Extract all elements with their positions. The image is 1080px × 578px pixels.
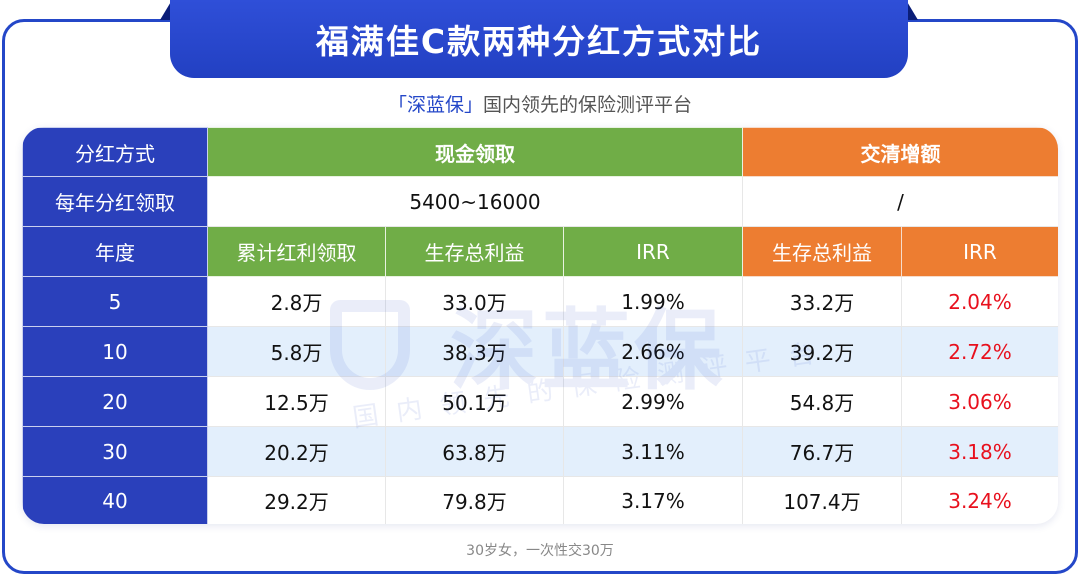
paidup-irr-cell: 3.24% (901, 476, 1058, 524)
paidup-total-cell: 76.7万 (742, 426, 902, 477)
title-tab-ear-right (906, 0, 918, 20)
cash-total-cell: 50.1万 (385, 376, 564, 427)
year-cell: 20 (22, 376, 208, 427)
paidup-irr-cell: 2.72% (901, 326, 1058, 377)
cash-irr-cell: 3.11% (563, 426, 743, 477)
paidup-total-cell: 39.2万 (742, 326, 902, 377)
paidup-total-cell: 33.2万 (742, 276, 902, 327)
footnote: 30岁女，一次性交30万 (466, 543, 614, 559)
paidup-irr-cell: 3.06% (901, 376, 1058, 427)
cash-total-cell: 38.3万 (385, 326, 564, 377)
paidup-irr-cell: 2.04% (901, 276, 1058, 327)
col-header-cum-dividend: 累计红利领取 (207, 226, 386, 277)
comparison-table-container: 分红方式 现金领取 交清增额 每年分红领取 5400~16000 / 年度 累计… (22, 127, 1058, 524)
col-header-cash-irr: IRR (563, 226, 743, 277)
annual-paidup-value: / (742, 176, 1058, 227)
cum-dividend-cell: 5.8万 (207, 326, 386, 377)
table-row: 5 2.8万 33.0万 1.99% 33.2万 2.04% (22, 276, 1058, 327)
row-label-method: 分红方式 (22, 127, 208, 177)
paidup-total-cell: 54.8万 (742, 376, 902, 427)
cash-irr-cell: 3.17% (563, 476, 743, 524)
year-cell: 30 (22, 426, 208, 477)
row-dividend-method: 分红方式 现金领取 交清增额 (22, 127, 1058, 177)
row-label-year: 年度 (22, 226, 208, 277)
table-row: 40 29.2万 79.8万 3.17% 107.4万 3.24% (22, 476, 1058, 524)
cash-total-cell: 33.0万 (385, 276, 564, 327)
cash-total-cell: 79.8万 (385, 476, 564, 524)
comparison-table: 分红方式 现金领取 交清增额 每年分红领取 5400~16000 / 年度 累计… (22, 127, 1058, 524)
paidup-total-cell: 107.4万 (742, 476, 902, 524)
cum-dividend-cell: 20.2万 (207, 426, 386, 477)
title-banner: 福满佳C款两种分红方式对比 (170, 0, 908, 78)
header-cash: 现金领取 (207, 127, 743, 177)
cash-irr-cell: 1.99% (563, 276, 743, 327)
col-header-cash-total: 生存总利益 (385, 226, 564, 277)
col-header-paidup-total: 生存总利益 (742, 226, 902, 277)
cash-irr-cell: 2.66% (563, 326, 743, 377)
year-cell: 10 (22, 326, 208, 377)
table-row: 20 12.5万 50.1万 2.99% 54.8万 3.06% (22, 376, 1058, 427)
year-cell: 40 (22, 476, 208, 524)
annual-cash-value: 5400~16000 (207, 176, 743, 227)
row-column-headers: 年度 累计红利领取 生存总利益 IRR 生存总利益 IRR (22, 226, 1058, 277)
subtitle: 「深蓝保」国内领先的保险测评平台 (0, 90, 1080, 117)
cash-irr-cell: 2.99% (563, 376, 743, 427)
table-row: 30 20.2万 63.8万 3.11% 76.7万 3.18% (22, 426, 1058, 477)
cum-dividend-cell: 2.8万 (207, 276, 386, 327)
cum-dividend-cell: 12.5万 (207, 376, 386, 427)
subtitle-tagline: 国内领先的保险测评平台 (483, 94, 693, 116)
row-label-annual: 每年分红领取 (22, 176, 208, 227)
title-tab-ear-left (160, 0, 172, 20)
table-row: 10 5.8万 38.3万 2.66% 39.2万 2.72% (22, 326, 1058, 377)
row-annual-dividend: 每年分红领取 5400~16000 / (22, 176, 1058, 227)
header-paidup: 交清增额 (742, 127, 1058, 177)
paidup-irr-cell: 3.18% (901, 426, 1058, 477)
subtitle-brand: 「深蓝保」 (387, 94, 483, 116)
cum-dividend-cell: 29.2万 (207, 476, 386, 524)
col-header-paidup-irr: IRR (901, 226, 1058, 277)
page-title: 福满佳C款两种分红方式对比 (315, 22, 763, 61)
cash-total-cell: 63.8万 (385, 426, 564, 477)
year-cell: 5 (22, 276, 208, 327)
